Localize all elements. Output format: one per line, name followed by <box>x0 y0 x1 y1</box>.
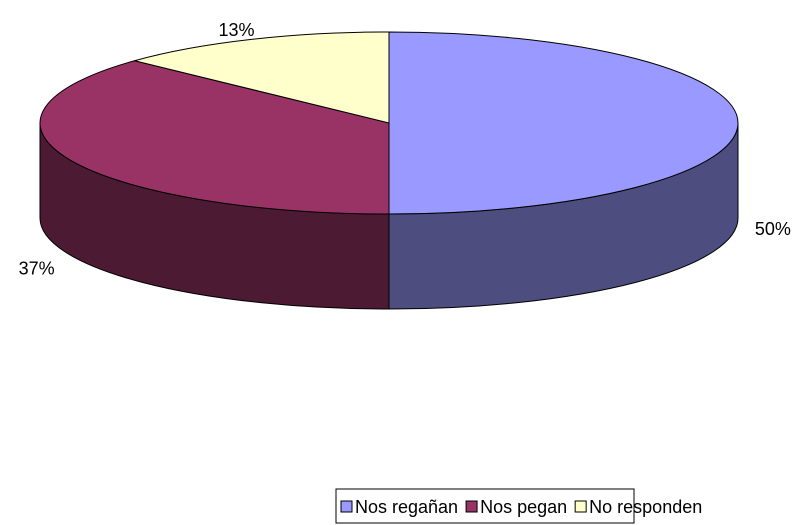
legend-swatch <box>574 500 587 513</box>
pie-slice <box>39 60 390 215</box>
legend-label: Nos pegan <box>480 497 567 517</box>
data-labels: 50% 37% 13% <box>19 20 791 279</box>
legend-label: No responden <box>589 497 702 517</box>
pie-slice <box>132 31 390 124</box>
legend: Nos regañan Nos pegan No responden <box>340 497 702 517</box>
data-label: 50% <box>755 219 791 239</box>
data-label: 37% <box>19 259 55 279</box>
data-label: 13% <box>219 20 255 40</box>
legend-swatch <box>340 500 353 513</box>
legend-swatch <box>465 500 478 513</box>
pie-slice <box>388 31 739 215</box>
pie <box>39 31 739 310</box>
legend-label: Nos regañan <box>355 497 458 517</box>
